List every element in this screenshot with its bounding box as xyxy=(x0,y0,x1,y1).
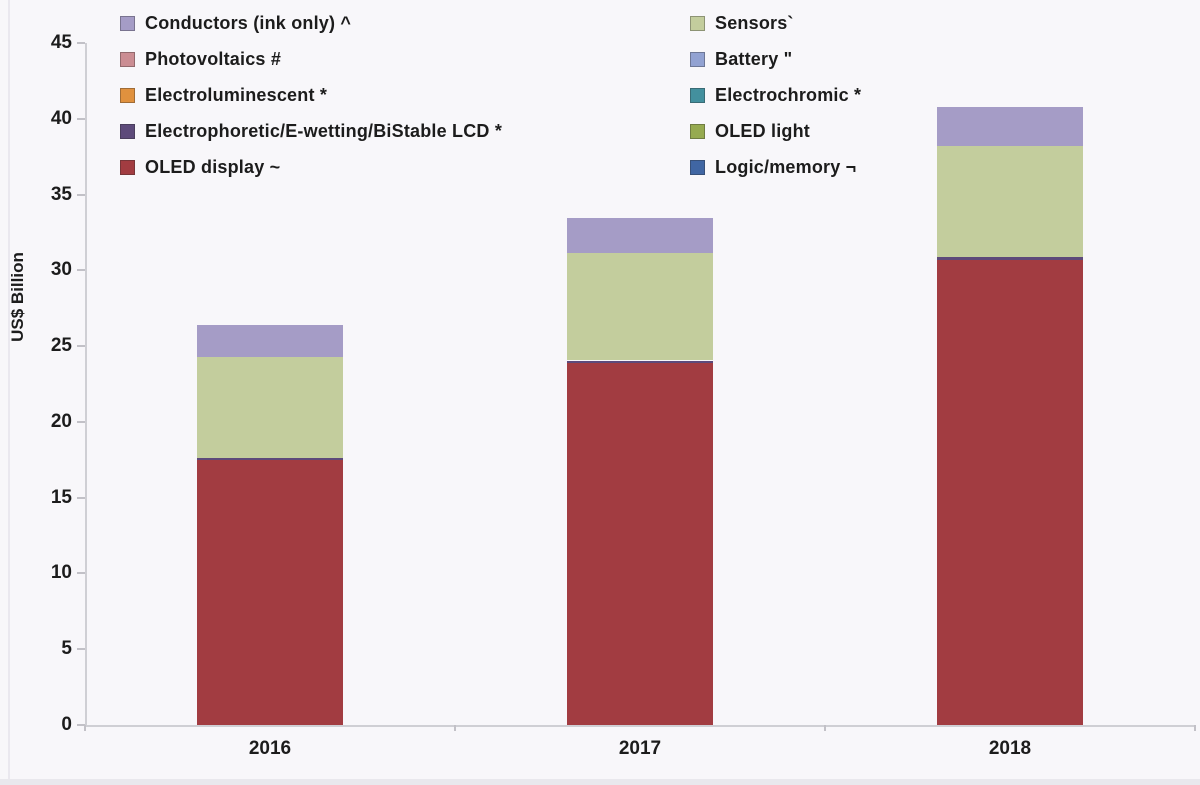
y-axis-tick xyxy=(77,648,85,651)
legend-swatch-icon xyxy=(120,159,135,175)
y-axis-tick-label: 15 xyxy=(50,486,72,508)
x-axis-tick xyxy=(454,725,456,731)
bar-segment xyxy=(567,362,713,725)
y-axis-tick xyxy=(77,269,85,272)
x-axis-category-label: 2016 xyxy=(248,738,292,759)
bar-segment xyxy=(197,459,343,725)
y-axis-tick-label: 30 xyxy=(50,259,72,281)
y-axis-tick xyxy=(77,193,85,196)
y-axis-tick-label: 25 xyxy=(50,335,72,357)
y-axis-tick-label: 40 xyxy=(50,107,72,129)
bar-segment xyxy=(937,146,1083,257)
x-axis-tick xyxy=(84,725,86,731)
legend-label: Battery " xyxy=(715,48,793,69)
legend-item: Electrochromic * xyxy=(690,85,861,105)
legend-label: Conductors (ink only) ^ xyxy=(145,12,352,33)
bar-segment xyxy=(567,218,713,253)
legend-item: Battery " xyxy=(690,49,861,69)
bar-segment xyxy=(197,458,343,460)
y-axis-tick-label: 5 xyxy=(61,638,72,660)
legend-label: OLED light xyxy=(715,120,810,141)
legend-label: OLED display ~ xyxy=(145,156,281,177)
legend-item: Electroluminescent * xyxy=(120,85,502,105)
x-axis-category-label: 2018 xyxy=(988,738,1032,759)
legend-column-right: Sensors` Battery " Electrochromic * OLED li… xyxy=(690,13,861,193)
y-axis-tick xyxy=(77,117,85,120)
x-axis-category-label: 2017 xyxy=(618,738,662,759)
y-axis-tick xyxy=(77,42,85,44)
bar-segment xyxy=(197,356,343,459)
legend-column-left: Conductors (ink only) ^ Photovoltaics # El… xyxy=(120,13,502,193)
legend-swatch-icon xyxy=(120,123,135,139)
legend-item: Sensors` xyxy=(690,13,861,33)
x-axis-line xyxy=(85,725,1195,727)
bar-segment xyxy=(937,106,1083,147)
legend-item: Photovoltaics # xyxy=(120,49,502,69)
y-axis-tick-label: 20 xyxy=(50,410,72,432)
legend-label: Electroluminescent * xyxy=(145,84,328,105)
bar-segment xyxy=(567,252,713,361)
y-axis-tick-label: 35 xyxy=(50,183,72,205)
y-axis-tick xyxy=(77,345,85,348)
x-axis-tick xyxy=(824,725,826,731)
legend-label: Electrophoretic/E-wetting/BiStable LCD * xyxy=(145,120,503,141)
legend-swatch-icon xyxy=(120,87,135,103)
y-axis-title: US$ Billion xyxy=(8,252,27,342)
bar-segment xyxy=(937,256,1083,260)
legend-swatch-icon xyxy=(690,123,705,139)
legend-swatch-icon xyxy=(690,51,705,67)
legend-label: Sensors` xyxy=(715,12,794,33)
y-axis-tick-label: 45 xyxy=(50,32,72,53)
y-axis-tick-label: 10 xyxy=(50,562,72,584)
y-axis-tick-label: 0 xyxy=(61,714,72,735)
y-axis-tick xyxy=(77,724,85,726)
y-axis-tick xyxy=(77,496,85,499)
legend-swatch-icon xyxy=(690,87,705,103)
legend-item: OLED light xyxy=(690,121,861,141)
legend-swatch-icon xyxy=(120,15,135,31)
y-axis-line xyxy=(85,43,87,725)
legend-label: Logic/memory ¬ xyxy=(715,156,857,177)
legend-item: Logic/memory ¬ xyxy=(690,157,861,177)
x-axis-tick xyxy=(1194,725,1196,731)
legend-label: Electrochromic * xyxy=(715,84,862,105)
legend-swatch-icon xyxy=(120,51,135,67)
window-bottom-edge xyxy=(0,779,1200,785)
legend-item: OLED display ~ xyxy=(120,157,502,177)
y-axis-tick xyxy=(77,420,85,423)
legend-swatch-icon xyxy=(690,15,705,31)
bar-segment xyxy=(567,360,713,363)
legend-item: Electrophoretic/E-wetting/BiStable LCD * xyxy=(120,121,502,141)
bar-segment xyxy=(937,259,1083,725)
legend-label: Photovoltaics # xyxy=(145,48,282,69)
window-left-edge xyxy=(8,0,10,785)
legend-item: Conductors (ink only) ^ xyxy=(120,13,502,33)
bar-segment xyxy=(197,324,343,357)
y-axis-tick xyxy=(77,572,85,575)
legend-swatch-icon xyxy=(690,159,705,175)
